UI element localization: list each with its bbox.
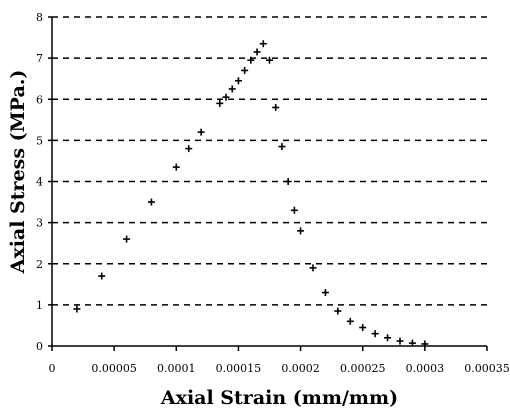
data-point	[147, 198, 155, 206]
y-tick-label: 6	[36, 93, 43, 106]
data-point	[346, 317, 354, 325]
x-tick-label: 0.00005	[91, 362, 137, 375]
x-tick-label: 0.00015	[216, 362, 262, 375]
data-point	[259, 40, 267, 48]
data-point	[98, 272, 106, 280]
x-tick-label: 0	[49, 362, 56, 375]
data-point	[384, 334, 392, 342]
y-tick-label: 1	[36, 299, 43, 312]
data-point	[73, 305, 81, 313]
data-markers	[73, 40, 429, 348]
x-tick-label: 0.0001	[157, 362, 196, 375]
data-point	[297, 227, 305, 235]
data-point	[241, 66, 249, 74]
x-tick-label: 0.0002	[281, 362, 320, 375]
data-point	[421, 340, 429, 348]
data-point	[123, 235, 131, 243]
data-point	[371, 330, 379, 338]
data-point	[216, 99, 224, 107]
data-point	[408, 339, 416, 347]
data-point	[197, 128, 205, 136]
data-point	[396, 337, 404, 345]
data-point	[359, 323, 367, 331]
y-tick-label: 4	[36, 176, 43, 189]
data-point	[266, 56, 273, 64]
data-point	[284, 178, 292, 185]
data-point	[234, 77, 242, 85]
y-tick-label: 7	[36, 52, 43, 65]
data-point	[321, 289, 329, 297]
y-axis-title: Axial Stress (MPa.)	[7, 70, 29, 275]
x-tick-label: 0.00035	[464, 362, 510, 375]
data-point	[185, 145, 193, 153]
data-point	[228, 85, 236, 93]
data-point	[222, 93, 230, 101]
tick-labels: 0 1 2 3 4 5 6 7 8 0 0.00005 0.0001 0.00015 0.0002 0.00…	[36, 11, 510, 375]
data-point	[334, 307, 342, 315]
data-point	[290, 206, 298, 214]
data-point	[272, 103, 280, 111]
axes	[48, 16, 488, 351]
y-tick-label: 3	[36, 217, 43, 230]
data-point	[278, 143, 286, 151]
y-tick-label: 2	[36, 258, 43, 271]
x-tick-label: 0.0003	[406, 362, 445, 375]
x-tick-label: 0.00025	[340, 362, 386, 375]
data-point	[253, 48, 261, 56]
data-point	[172, 163, 180, 171]
data-point	[309, 264, 317, 272]
x-axis-title: Axial Strain (mm/mm)	[160, 387, 398, 409]
data-point	[247, 56, 255, 64]
y-tick-label: 0	[36, 340, 43, 353]
y-tick-label: 5	[36, 134, 43, 147]
y-tick-label: 8	[36, 11, 43, 24]
